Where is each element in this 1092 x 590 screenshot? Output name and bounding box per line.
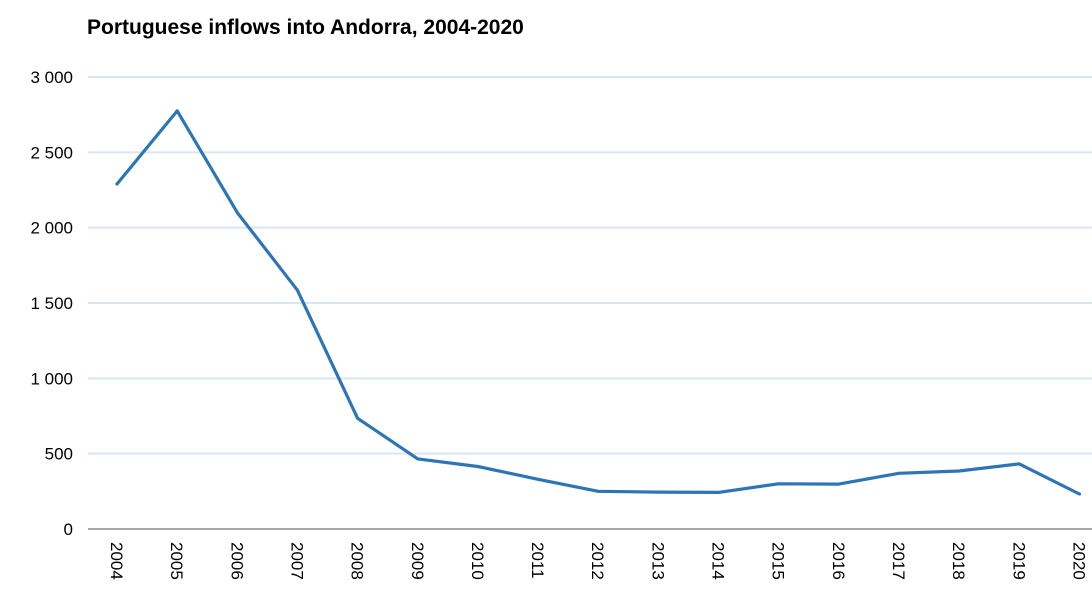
data-point (115, 182, 119, 186)
x-tick-labels: 2004 2005 2006 2007 2008 2009 2010 2011 2012 2013… (107, 542, 1088, 580)
y-tick-label: 3 000 (30, 68, 73, 87)
data-point (175, 109, 179, 113)
chart-title: Portuguese inflows into Andorra, 2004-20… (87, 16, 524, 39)
x-tick-label: 2015 (769, 542, 788, 580)
data-point (777, 482, 781, 486)
x-tick-label: 2017 (889, 542, 908, 580)
x-tick-label: 2006 (227, 542, 246, 580)
data-point (837, 482, 841, 486)
x-tick-label: 2005 (167, 542, 186, 580)
data-point (596, 489, 600, 493)
x-tick-label: 2016 (829, 542, 848, 580)
data-point (717, 490, 720, 494)
x-tick-label: 2011 (528, 542, 547, 579)
gridlines (88, 76, 1092, 455)
x-tick-label: 2010 (468, 542, 487, 580)
x-tick-label: 2012 (588, 542, 607, 580)
data-point (235, 211, 239, 215)
y-axis: 0 500 1 000 1 500 2 000 2 500 3 000 (30, 68, 73, 539)
y-tick-label: 2 000 (30, 219, 73, 238)
series-layer (115, 109, 1082, 496)
x-tick-label: 2013 (648, 542, 667, 580)
y-tick-label: 1 500 (30, 294, 73, 313)
x-tick-label: 2004 (107, 542, 126, 580)
x-tick-label: 2007 (287, 542, 306, 580)
data-point (897, 471, 901, 475)
x-tick-label: 2020 (1069, 542, 1088, 580)
x-tick-label: 2009 (408, 542, 427, 580)
data-point (356, 416, 360, 420)
data-point (1017, 462, 1021, 466)
x-tick-label: 2019 (1009, 542, 1028, 580)
x-tick-label: 2018 (949, 542, 968, 580)
data-point (476, 464, 480, 468)
data-point (416, 457, 420, 461)
y-tick-label: 1 000 (30, 369, 73, 388)
data-point (1077, 492, 1081, 496)
y-tick-label: 0 (64, 520, 73, 539)
data-point (536, 477, 540, 481)
data-point (656, 490, 660, 494)
y-tick-label: 2 500 (30, 143, 73, 162)
y-tick-label: 500 (45, 445, 73, 464)
data-point (957, 469, 961, 473)
data-point (295, 288, 299, 292)
x-tick-label: 2014 (709, 542, 728, 580)
x-tick-label: 2008 (348, 542, 367, 580)
